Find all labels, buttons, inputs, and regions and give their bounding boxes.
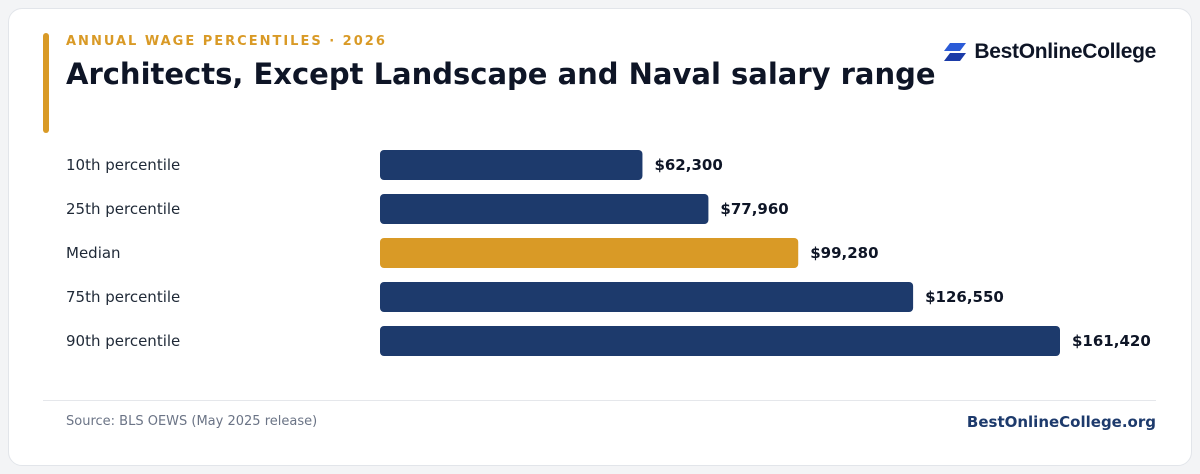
footer-divider [43,400,1156,401]
chart-card [8,8,1192,466]
brand-name: BestOnlineCollege [974,40,1156,63]
stacked-parallelogram-icon [942,42,968,62]
eyebrow-label: ANNUAL WAGE PERCENTILES · 2026 [66,34,387,49]
source-note: Source: BLS OEWS (May 2025 release) [66,414,318,429]
brand-logo[interactable]: BestOnlineCollege [942,40,1156,64]
chart-title: Architects, Except Landscape and Naval s… [66,57,936,91]
site-link[interactable]: BestOnlineCollege.org [966,413,1156,431]
accent-bar [43,33,49,133]
